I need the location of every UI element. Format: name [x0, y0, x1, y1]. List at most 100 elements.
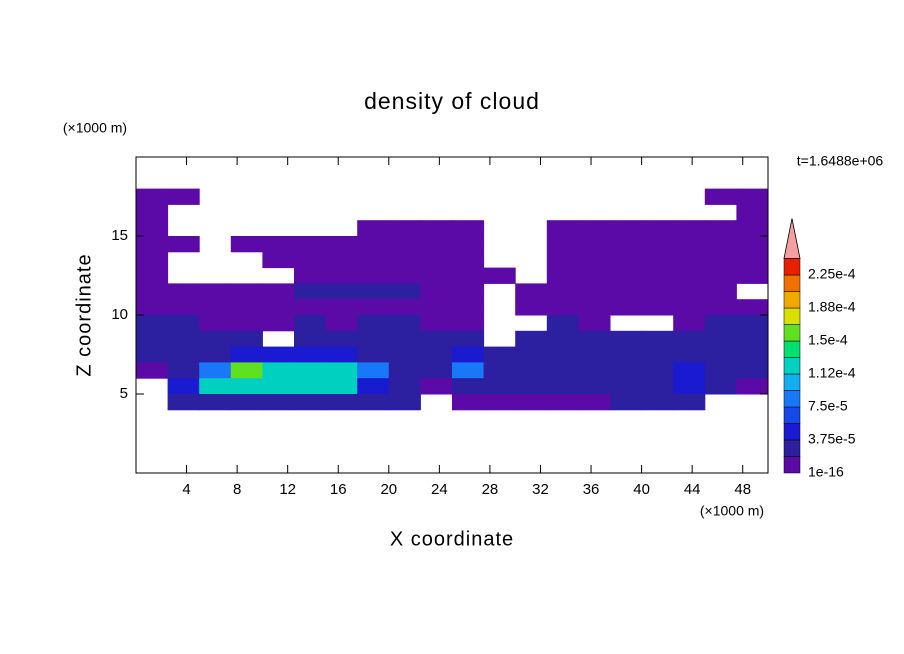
contour-cell — [294, 378, 327, 395]
contour-cell — [641, 299, 674, 316]
y-unit: (×1000 m) — [63, 120, 127, 136]
contour-cell — [357, 378, 390, 395]
contour-cell — [610, 267, 643, 284]
contour-cell — [199, 330, 232, 348]
contour-cell — [167, 394, 200, 411]
contour-cell — [388, 220, 421, 237]
contour-cell — [388, 394, 421, 411]
contour-cell — [546, 378, 579, 395]
contour-cell — [136, 283, 169, 300]
contour-cell — [262, 251, 295, 269]
contour-cell — [736, 267, 769, 284]
contour-cell — [325, 362, 358, 379]
contour-cell — [736, 204, 769, 221]
colorbar-box — [783, 307, 801, 325]
contour-cell — [546, 251, 579, 269]
contour-cell — [578, 330, 611, 348]
contour-cell — [546, 315, 579, 332]
contour-cell — [167, 283, 200, 300]
contour-cell — [357, 394, 390, 411]
contour-cell — [483, 346, 516, 363]
colorbar-box — [783, 274, 801, 292]
contour-cell — [357, 315, 390, 332]
contour-cell — [546, 346, 579, 363]
contour-cell — [230, 330, 263, 348]
contour-cell — [167, 315, 200, 332]
contour-cell — [420, 315, 453, 332]
contour-cell — [262, 236, 295, 253]
contour-cell — [357, 283, 390, 300]
contour-cell — [641, 267, 674, 284]
contour-cell — [388, 362, 421, 379]
contour-cell — [167, 236, 200, 253]
contour-cell — [610, 283, 643, 300]
contour-cell — [515, 330, 548, 348]
contour-cell — [420, 362, 453, 379]
x-tick-label: 12 — [279, 481, 296, 498]
contour-cell — [294, 315, 327, 332]
colorbar-label: 3.75e-5 — [808, 431, 856, 447]
y-tick-label: 15 — [111, 227, 128, 244]
contour-cell — [136, 346, 169, 363]
x-tick-label: 16 — [330, 481, 347, 498]
contour-cell — [736, 315, 769, 332]
colorbar-box — [783, 406, 801, 424]
contour-cell — [452, 394, 485, 411]
contour-cell — [578, 362, 611, 379]
contour-cell — [357, 362, 390, 379]
contour-cell — [388, 299, 421, 316]
contour-cell — [325, 299, 358, 316]
contour-cell — [704, 236, 737, 253]
contour-cell — [736, 188, 769, 205]
colorbar-box — [783, 340, 801, 358]
colorbar-box — [783, 439, 801, 457]
contour-cell — [357, 236, 390, 253]
contour-cell — [673, 378, 706, 395]
contour-cell — [420, 236, 453, 253]
contour-cell — [641, 346, 674, 363]
x-tick-label: 40 — [633, 481, 650, 498]
x-tick-label: 24 — [431, 481, 448, 498]
contour-cell — [452, 283, 485, 300]
contour-cell — [515, 362, 548, 379]
contour-cell — [136, 362, 169, 379]
contour-cell — [546, 394, 579, 411]
contour-cell — [673, 267, 706, 284]
contour-cell — [199, 346, 232, 363]
contour-cell — [230, 299, 263, 316]
contour-cell — [578, 267, 611, 284]
contour-cell — [262, 283, 295, 300]
contour-cell — [673, 251, 706, 269]
contour-cell — [294, 346, 327, 363]
contour-cell — [641, 251, 674, 269]
x-axis-label: X coordinate — [390, 528, 514, 550]
contour-cell — [483, 378, 516, 395]
contour-cell — [515, 394, 548, 411]
contour-cell — [136, 220, 169, 237]
colorbar-box — [783, 258, 801, 276]
x-tick-label: 8 — [233, 481, 241, 498]
contour-cell — [610, 362, 643, 379]
contour-cell — [704, 251, 737, 269]
contour-cell — [578, 378, 611, 395]
contour-cell — [515, 378, 548, 395]
contour-cell — [294, 299, 327, 316]
contour-cell — [483, 394, 516, 411]
contour-cell — [262, 346, 295, 363]
contour-cell — [610, 220, 643, 237]
colorbar-box — [783, 390, 801, 408]
contour-cell — [357, 251, 390, 269]
contour-cell — [357, 220, 390, 237]
contour-cell — [420, 251, 453, 269]
contour-cell — [230, 378, 263, 395]
contour-cell — [673, 330, 706, 348]
contour-cell — [262, 299, 295, 316]
contour-cell — [736, 251, 769, 269]
contour-cell — [230, 362, 263, 379]
contour-cell — [199, 283, 232, 300]
x-tick-label: 44 — [684, 481, 701, 498]
contour-cell — [641, 378, 674, 395]
contour-cell — [136, 188, 169, 205]
